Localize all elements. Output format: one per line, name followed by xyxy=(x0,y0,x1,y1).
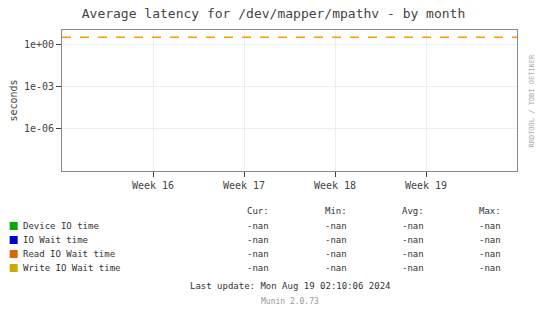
svg-text:Week 17: Week 17 xyxy=(223,180,265,191)
svg-text:Read IO Wait time: Read IO Wait time xyxy=(23,249,115,259)
svg-text:-nan: -nan xyxy=(479,235,501,245)
svg-text:Week 18: Week 18 xyxy=(314,180,356,191)
svg-text:-nan: -nan xyxy=(325,221,347,231)
svg-text:Cur:: Cur: xyxy=(247,206,269,216)
svg-text:-nan: -nan xyxy=(402,235,424,245)
svg-text:-nan: -nan xyxy=(402,263,424,273)
svg-text:-nan: -nan xyxy=(325,249,347,259)
svg-text:Write IO Wait time: Write IO Wait time xyxy=(23,263,121,273)
svg-text:Last update: Mon Aug 19 02:10:: Last update: Mon Aug 19 02:10:06 2024 xyxy=(190,281,390,291)
svg-text:RRDTOOL / TOBI OETIKER: RRDTOOL / TOBI OETIKER xyxy=(528,54,536,148)
svg-text:-nan: -nan xyxy=(247,263,269,273)
svg-text:Max:: Max: xyxy=(479,206,501,216)
svg-text:-nan: -nan xyxy=(402,221,424,231)
svg-text:1e-03: 1e-03 xyxy=(24,81,54,92)
svg-text:1e+00: 1e+00 xyxy=(24,39,54,50)
svg-text:-nan: -nan xyxy=(247,221,269,231)
svg-text:-nan: -nan xyxy=(325,235,347,245)
svg-text:1e-06: 1e-06 xyxy=(24,123,54,134)
svg-text:Week 19: Week 19 xyxy=(405,180,447,191)
svg-text:-nan: -nan xyxy=(247,249,269,259)
svg-text:-nan: -nan xyxy=(247,235,269,245)
svg-text:-nan: -nan xyxy=(402,249,424,259)
svg-text:seconds: seconds xyxy=(8,79,19,121)
svg-text:Device IO time: Device IO time xyxy=(23,221,99,231)
svg-text:Min:: Min: xyxy=(325,206,347,216)
svg-text:Munin 2.0.73: Munin 2.0.73 xyxy=(261,297,319,306)
svg-text:Average latency for /dev/mappe: Average latency for /dev/mapper/mpathv -… xyxy=(82,6,466,21)
svg-text:-nan: -nan xyxy=(479,263,501,273)
svg-text:IO Wait time: IO Wait time xyxy=(23,235,88,245)
svg-text:-nan: -nan xyxy=(479,221,501,231)
svg-text:Avg:: Avg: xyxy=(402,206,424,216)
svg-text:Week 16: Week 16 xyxy=(132,180,174,191)
svg-text:-nan: -nan xyxy=(325,263,347,273)
svg-text:-nan: -nan xyxy=(479,249,501,259)
